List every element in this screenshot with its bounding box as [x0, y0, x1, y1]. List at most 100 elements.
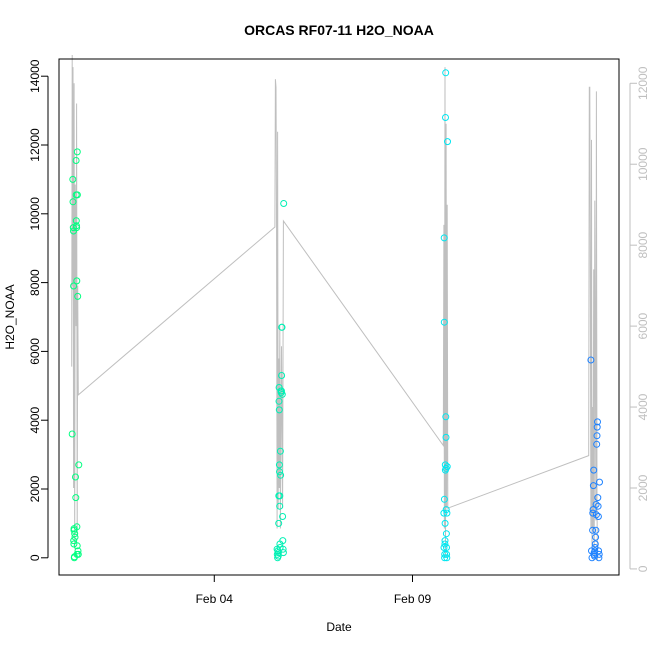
- data-point: [595, 554, 603, 562]
- data-point: [587, 356, 595, 364]
- data-point: [69, 198, 77, 206]
- y-tick-label-left: 8000: [28, 269, 42, 296]
- x-tick-label: Feb 09: [394, 592, 432, 606]
- data-point: [73, 523, 81, 531]
- data-point: [73, 224, 81, 232]
- data-point: [73, 148, 81, 156]
- data-point: [590, 466, 598, 474]
- data-point: [442, 413, 450, 421]
- data-point: [275, 519, 283, 527]
- data-point: [592, 533, 600, 541]
- data-point: [74, 550, 82, 558]
- data-point: [73, 277, 81, 285]
- data-point: [276, 447, 284, 455]
- overlay-line-layer: [71, 54, 598, 561]
- data-point: [75, 461, 83, 469]
- data-point: [593, 423, 601, 431]
- y-tick-label-right: 10000: [636, 147, 650, 181]
- data-point: [277, 471, 285, 479]
- y-tick-label-right: 6000: [636, 312, 650, 339]
- y-tick-label-right: 8000: [636, 231, 650, 258]
- y-tick-label-left: 6000: [28, 338, 42, 365]
- data-point: [276, 502, 284, 510]
- data-point: [589, 482, 597, 490]
- data-point: [72, 473, 79, 481]
- data-point: [71, 530, 79, 538]
- data-point: [71, 533, 79, 541]
- data-point: [594, 502, 602, 510]
- data-point: [443, 544, 450, 551]
- data-point: [443, 463, 451, 471]
- data-point: [595, 547, 603, 555]
- data-point: [276, 468, 283, 476]
- data-point: [442, 530, 450, 538]
- data-point: [442, 433, 450, 441]
- y-tick-label-left: 14000: [28, 59, 42, 93]
- data-point: [596, 478, 603, 486]
- data-point: [279, 545, 287, 553]
- data-point: [278, 323, 286, 331]
- y-tick-label-right: 4000: [636, 393, 650, 420]
- y-tick-label-right: 12000: [636, 66, 650, 100]
- data-point: [589, 506, 597, 514]
- chart-title: ORCAS RF07-11 H2O_NOAA: [244, 22, 434, 38]
- data-point: [591, 547, 599, 555]
- data-point: [73, 542, 81, 550]
- data-point: [440, 544, 448, 551]
- data-point: [276, 492, 284, 500]
- data-point: [278, 390, 286, 398]
- y-tick-label-left: 2000: [28, 475, 42, 502]
- y-tick-label-right: 0: [636, 565, 650, 572]
- data-point: [275, 406, 283, 414]
- y-tick-label-right: 2000: [636, 474, 650, 501]
- data-point: [594, 494, 602, 502]
- y-tick-label-left: 0: [28, 554, 42, 561]
- data-point: [594, 513, 602, 520]
- x-axis: Feb 04 Feb 09: [196, 575, 432, 606]
- y-axis-left: 0 2000 4000 6000 8000 10000 12000 14000: [28, 59, 49, 561]
- data-point: [441, 540, 449, 548]
- data-point: [279, 513, 287, 520]
- data-point: [274, 552, 282, 560]
- y-tick-label-left: 4000: [28, 407, 42, 434]
- data-point: [68, 430, 76, 438]
- data-point: [280, 200, 288, 207]
- data-point: [440, 234, 448, 242]
- data-point: [70, 537, 78, 545]
- data-point: [592, 501, 600, 508]
- data-point: [589, 509, 597, 517]
- data-point: [592, 511, 600, 519]
- data-point: [440, 318, 448, 326]
- data-point: [442, 464, 450, 472]
- data-point: [72, 494, 80, 502]
- data-point: [593, 440, 601, 448]
- data-point: [74, 292, 82, 300]
- data-point: [441, 519, 449, 527]
- data-point: [69, 175, 77, 183]
- data-point: [278, 387, 285, 395]
- scatter-points-layer: [68, 69, 603, 562]
- data-point: [592, 526, 600, 534]
- data-point: [595, 550, 603, 558]
- data-point: [442, 506, 450, 514]
- data-point: [441, 537, 449, 545]
- x-axis-label: Date: [326, 620, 352, 634]
- y-axis-label: H2O_NOAA: [3, 284, 17, 349]
- data-point: [443, 509, 451, 517]
- data-point: [594, 418, 601, 426]
- data-point: [591, 552, 598, 560]
- data-point: [441, 554, 449, 562]
- plot-frame: [58, 58, 620, 576]
- data-point: [441, 550, 449, 558]
- data-point: [443, 550, 451, 558]
- x-tick-label: Feb 04: [196, 592, 234, 606]
- data-point: [275, 397, 283, 405]
- data-point: [440, 495, 448, 503]
- data-point: [591, 540, 599, 548]
- data-point: [278, 372, 286, 379]
- data-point: [441, 461, 449, 469]
- data-point: [279, 537, 287, 545]
- data-point: [442, 69, 450, 77]
- data-point: [70, 282, 78, 290]
